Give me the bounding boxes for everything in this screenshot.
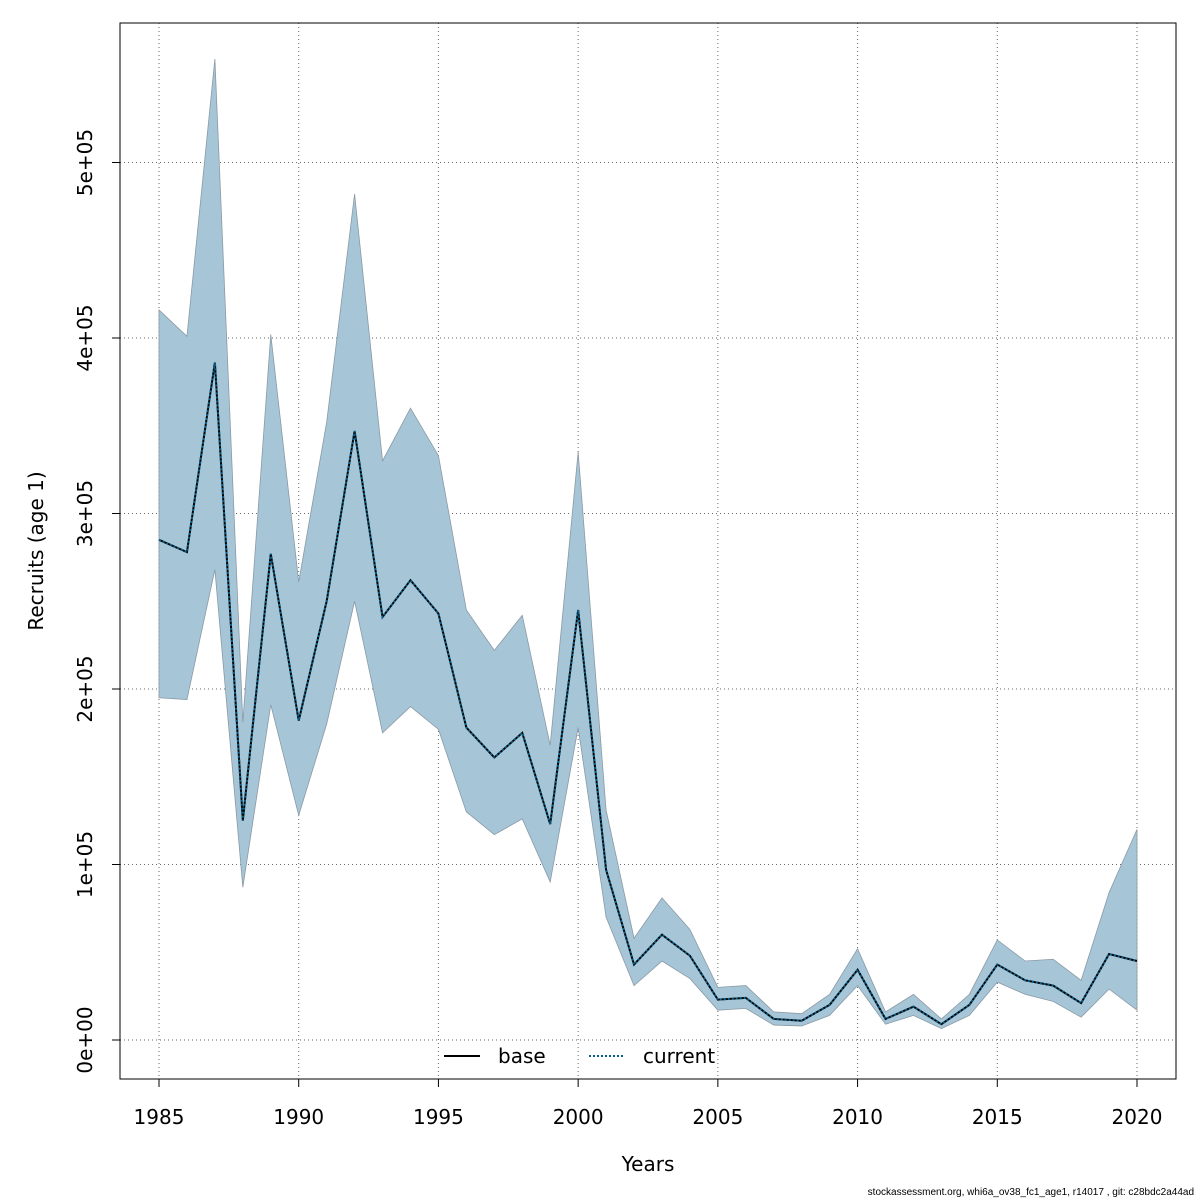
x-tick-label: 1985 xyxy=(134,1105,185,1129)
x-axis-title: Years xyxy=(621,1152,675,1176)
y-tick-label: 4e+05 xyxy=(73,304,97,371)
y-tick-label: 0e+00 xyxy=(73,1006,97,1073)
x-axis: 1985 1990 1995 2000 2005 2010 2015 2020 xyxy=(134,1078,1163,1129)
y-tick-label: 1e+05 xyxy=(73,831,97,898)
x-tick-label: 2005 xyxy=(692,1105,743,1129)
series-lines xyxy=(158,362,1138,1026)
legend-item-base: base xyxy=(444,1044,546,1068)
y-axis-title: Recruits (age 1) xyxy=(24,471,48,630)
legend: base current xyxy=(444,1044,715,1068)
x-tick-label: 2020 xyxy=(1112,1105,1163,1129)
y-tick-label: 3e+05 xyxy=(73,480,97,547)
confidence-band xyxy=(158,58,1138,1030)
y-tick-label: 5e+05 xyxy=(73,129,97,196)
legend-label: base xyxy=(498,1044,546,1068)
legend-item-current: current xyxy=(589,1044,715,1068)
series-line-current xyxy=(158,362,1138,1026)
x-tick-label: 2015 xyxy=(972,1105,1023,1129)
confidence-band-layer xyxy=(158,58,1138,1030)
x-tick-label: 2010 xyxy=(832,1105,883,1129)
y-axis: 0e+00 1e+05 2e+05 3e+05 4e+05 5e+05 xyxy=(73,129,121,1074)
y-tick-label: 2e+05 xyxy=(73,655,97,722)
x-tick-label: 2000 xyxy=(553,1105,604,1129)
footer-caption: stockassessment.org, whi6a_ov38_fc1_age1… xyxy=(867,1187,1194,1198)
x-tick-label: 1995 xyxy=(413,1105,464,1129)
x-tick-label: 1990 xyxy=(273,1105,324,1129)
legend-label: current xyxy=(643,1044,715,1068)
